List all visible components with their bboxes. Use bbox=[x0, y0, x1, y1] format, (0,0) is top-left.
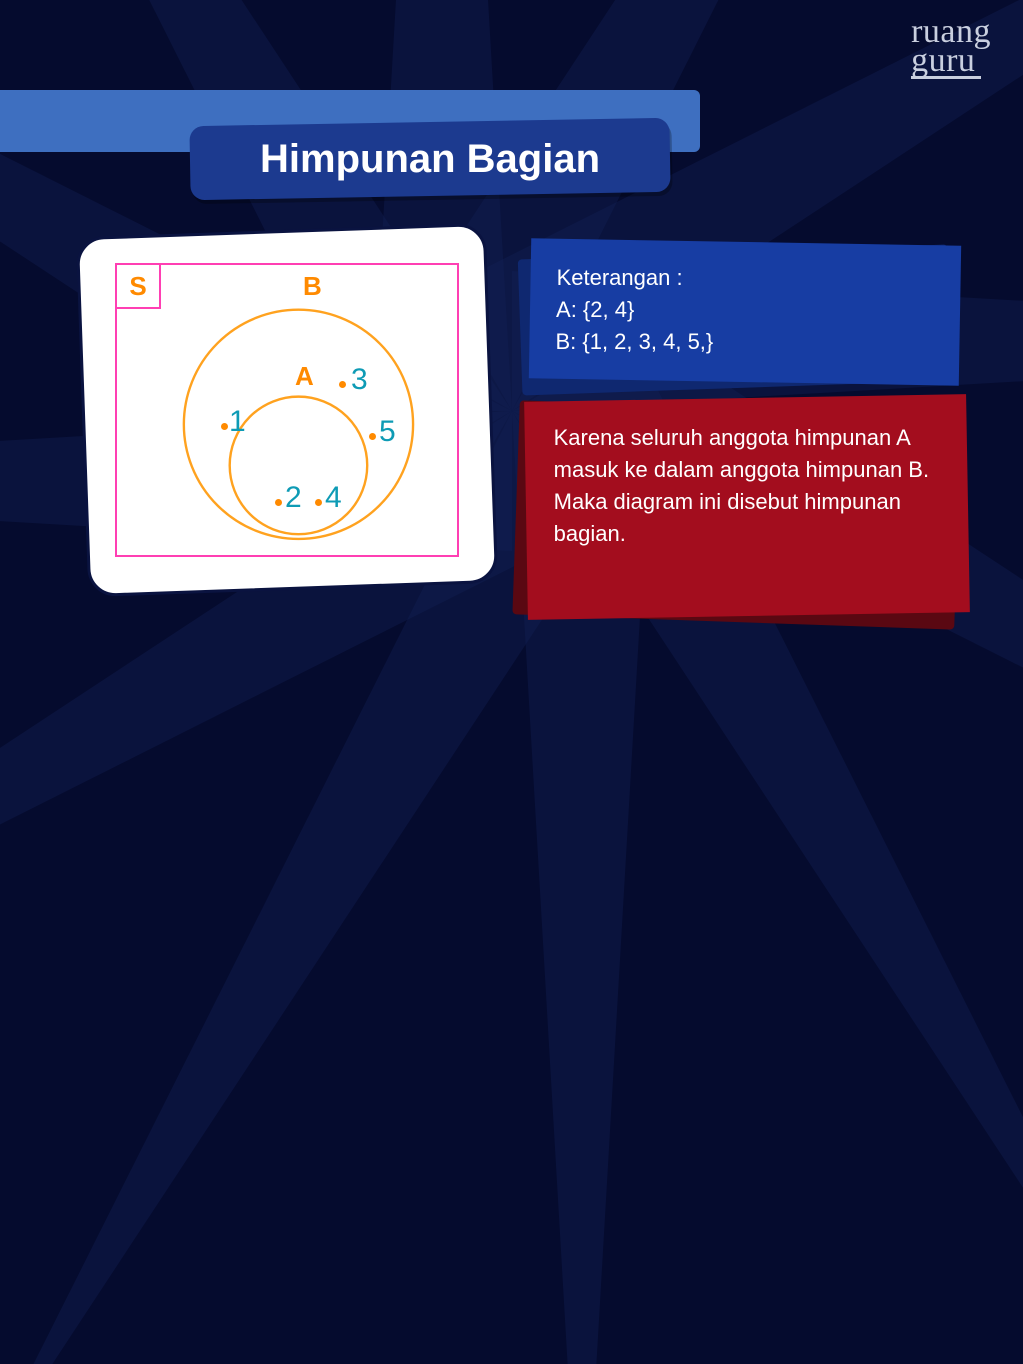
element-value: 3 bbox=[351, 363, 368, 397]
page-title: Himpunan Bagian bbox=[260, 137, 600, 182]
brand-line2: guru bbox=[911, 47, 981, 79]
element-value: 1 bbox=[229, 405, 246, 439]
explanation-text: Karena seluruh anggota himpunan A masuk … bbox=[554, 422, 940, 550]
universal-set-rect: S B A 12345 bbox=[115, 263, 459, 557]
legend-set-a: A: {2, 4} bbox=[556, 294, 934, 326]
legend-heading: Keterangan : bbox=[557, 262, 935, 294]
legend-box: Keterangan : A: {2, 4} B: {1, 2, 3, 4, 5… bbox=[529, 238, 961, 385]
element-dot bbox=[221, 423, 228, 430]
element-value: 2 bbox=[285, 481, 302, 515]
set-b-label: B bbox=[303, 271, 322, 302]
element-dot bbox=[339, 381, 346, 388]
venn-card-inner: S B A 12345 bbox=[103, 251, 471, 569]
element-dot bbox=[275, 499, 282, 506]
title-tab: Himpunan Bagian bbox=[189, 118, 670, 200]
element-value: 4 bbox=[325, 481, 342, 515]
element-value: 5 bbox=[379, 415, 396, 449]
element-dot bbox=[369, 433, 376, 440]
set-a-label: A bbox=[295, 361, 314, 392]
venn-card: S B A 12345 bbox=[76, 223, 498, 597]
explanation-box: Karena seluruh anggota himpunan A masuk … bbox=[524, 394, 970, 620]
legend-set-b: B: {1, 2, 3, 4, 5,} bbox=[555, 326, 933, 358]
element-dot bbox=[315, 499, 322, 506]
brand-logo: ruang guru bbox=[911, 18, 991, 79]
